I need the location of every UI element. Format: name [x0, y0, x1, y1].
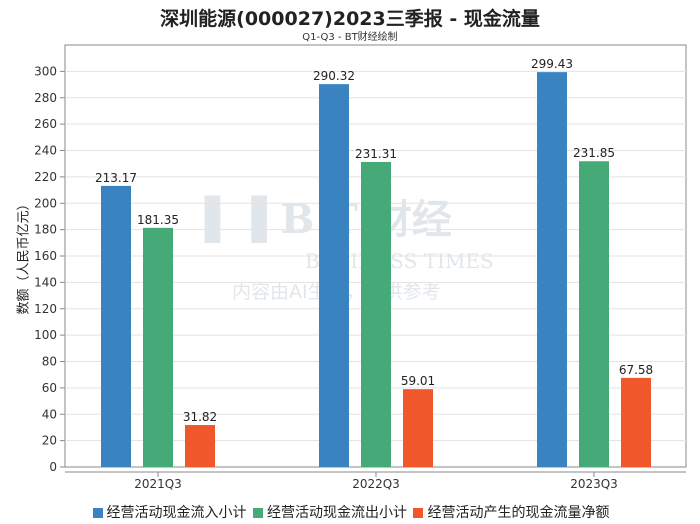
y-tick-label: 300 [34, 64, 57, 78]
y-tick-label: 40 [42, 407, 57, 421]
legend-swatch [92, 508, 103, 518]
y-tick-label: 160 [34, 249, 57, 263]
data-label: 67.58 [619, 363, 653, 377]
chart-title: 深圳能源(000027)2023三季报 - 现金流量 [160, 8, 540, 30]
x-tick-label: 2022Q3 [352, 477, 400, 491]
x-tick-label: 2021Q3 [134, 477, 182, 491]
data-label: 31.82 [183, 410, 217, 424]
y-tick-label: 100 [34, 328, 57, 342]
y-tick-label: 120 [34, 302, 57, 316]
y-tick-label: 180 [34, 223, 57, 237]
chart-subtitle: Q1-Q3 - BT财经绘制 [302, 32, 398, 43]
y-tick-label: 140 [34, 275, 57, 289]
data-label: 181.35 [137, 213, 179, 227]
y-tick-label: 280 [34, 91, 57, 105]
y-tick-label: 220 [34, 170, 57, 184]
y-tick-label: 0 [49, 460, 57, 474]
bar [579, 161, 609, 468]
data-label: 59.01 [401, 374, 435, 388]
legend-item[interactable]: 经营活动产生的现金流量净额 [411, 505, 609, 521]
legend-item[interactable]: 经营活动现金流出小计 [251, 505, 407, 521]
y-tick-label: 60 [42, 381, 57, 395]
data-label: 231.31 [355, 147, 397, 161]
y-tick-label: 20 [42, 434, 57, 448]
bar [621, 377, 651, 467]
bar [101, 185, 131, 467]
bar [537, 72, 567, 468]
legend-label: 经营活动产生的现金流量净额 [427, 505, 610, 521]
bar [361, 161, 391, 467]
y-tick-label: 80 [42, 355, 57, 369]
bar [403, 389, 433, 467]
legend-label: 经营活动现金流入小计 [106, 505, 247, 521]
bar [185, 425, 215, 467]
bar [319, 84, 349, 467]
bar [143, 227, 173, 467]
x-tick-label: 2023Q3 [570, 477, 618, 491]
y-tick-label: 260 [34, 117, 57, 131]
legend-item[interactable]: 经营活动现金流入小计 [91, 505, 247, 521]
y-tick-label: 240 [34, 144, 57, 158]
data-label: 213.17 [95, 171, 137, 185]
data-label: 299.43 [531, 57, 573, 71]
y-axis-label: 数额（人民币亿元） [16, 197, 32, 315]
data-label: 290.32 [313, 69, 355, 83]
legend: 经营活动现金流入小计 经营活动现金流出小计 经营活动产生的现金流量净额 [0, 502, 700, 522]
legend-swatch [253, 508, 263, 518]
y-tick-label: 200 [34, 196, 57, 210]
legend-swatch [413, 508, 424, 518]
data-label: 231.85 [573, 146, 615, 160]
legend-label: 经营活动现金流出小计 [267, 505, 407, 521]
